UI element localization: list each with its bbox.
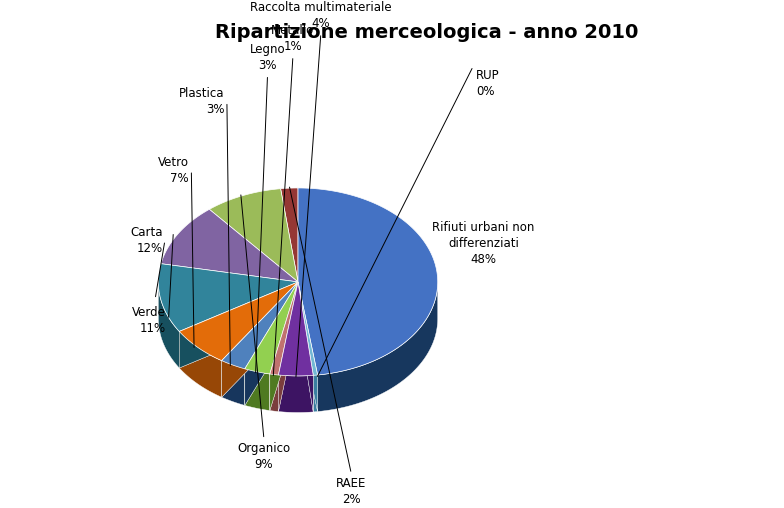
Text: Verde
11%: Verde 11% bbox=[132, 305, 166, 335]
Polygon shape bbox=[180, 282, 298, 368]
Text: RAEE
2%: RAEE 2% bbox=[336, 477, 367, 505]
Polygon shape bbox=[298, 282, 318, 375]
Text: Vetro
7%: Vetro 7% bbox=[158, 155, 189, 185]
Polygon shape bbox=[278, 282, 298, 411]
Text: Plastica
3%: Plastica 3% bbox=[179, 87, 224, 116]
Polygon shape bbox=[298, 282, 318, 411]
Polygon shape bbox=[245, 282, 298, 374]
Text: RUP
0%: RUP 0% bbox=[476, 69, 499, 98]
Polygon shape bbox=[245, 369, 270, 410]
Polygon shape bbox=[222, 282, 298, 369]
Polygon shape bbox=[245, 282, 298, 405]
Polygon shape bbox=[270, 282, 298, 410]
Polygon shape bbox=[161, 209, 298, 282]
Polygon shape bbox=[222, 282, 298, 397]
Text: Legno
3%: Legno 3% bbox=[250, 43, 285, 72]
Polygon shape bbox=[222, 282, 298, 397]
Polygon shape bbox=[270, 282, 298, 410]
Polygon shape bbox=[158, 282, 180, 368]
Polygon shape bbox=[158, 264, 298, 331]
Polygon shape bbox=[278, 375, 314, 412]
Polygon shape bbox=[298, 282, 318, 411]
Polygon shape bbox=[270, 374, 278, 411]
Text: Ripartizione merceologica - anno 2010: Ripartizione merceologica - anno 2010 bbox=[215, 23, 638, 42]
Text: Carta
12%: Carta 12% bbox=[130, 226, 162, 255]
Polygon shape bbox=[180, 282, 298, 361]
Text: Raccolta multimateriale
4%: Raccolta multimateriale 4% bbox=[250, 2, 392, 30]
Polygon shape bbox=[180, 282, 298, 368]
Polygon shape bbox=[278, 282, 298, 411]
Polygon shape bbox=[245, 282, 298, 405]
Polygon shape bbox=[209, 188, 298, 282]
Polygon shape bbox=[314, 375, 318, 412]
Polygon shape bbox=[318, 282, 437, 411]
Polygon shape bbox=[180, 331, 222, 397]
Text: Rifiuti urbani non
differenziati
48%: Rifiuti urbani non differenziati 48% bbox=[432, 221, 535, 266]
Polygon shape bbox=[222, 361, 245, 405]
Text: Organico
9%: Organico 9% bbox=[238, 442, 291, 471]
Polygon shape bbox=[298, 188, 437, 375]
Text: Metallo
1%: Metallo 1% bbox=[271, 24, 314, 53]
Polygon shape bbox=[278, 282, 314, 376]
Polygon shape bbox=[298, 282, 314, 412]
Polygon shape bbox=[281, 188, 298, 282]
Polygon shape bbox=[270, 282, 298, 375]
Polygon shape bbox=[298, 282, 314, 412]
